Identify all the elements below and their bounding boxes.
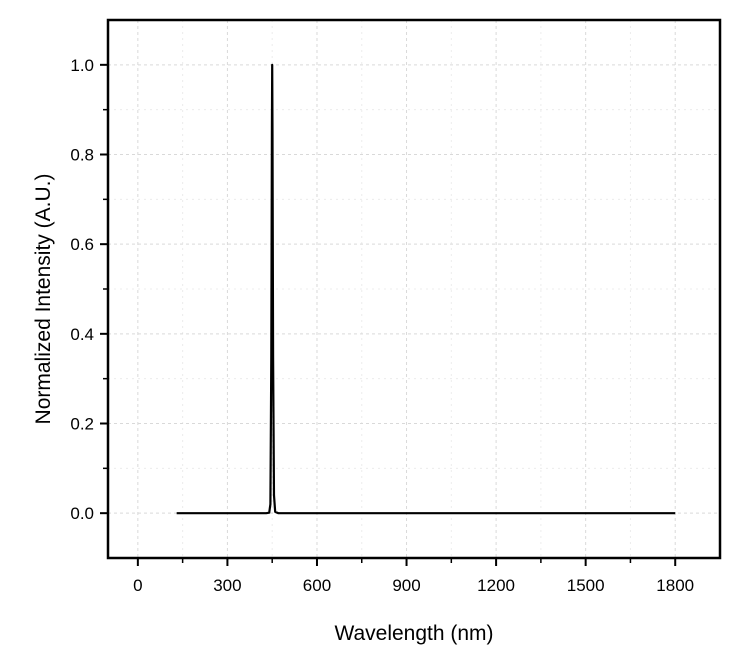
x-tick-label: 1200 bbox=[477, 576, 515, 595]
y-tick-labels: 0.0 0.2 0.4 0.6 0.8 1.0 bbox=[70, 56, 94, 523]
x-tick-label: 1500 bbox=[567, 576, 605, 595]
y-tick-label: 0.0 bbox=[70, 504, 94, 523]
x-tick-label: 300 bbox=[213, 576, 241, 595]
series-layer bbox=[176, 63, 676, 515]
y-tick-label: 0.6 bbox=[70, 235, 94, 254]
x-tick-label: 1800 bbox=[656, 576, 694, 595]
y-tick-label: 0.4 bbox=[70, 325, 94, 344]
y-tick-label: 0.2 bbox=[70, 415, 94, 434]
axis-ticks bbox=[100, 63, 677, 566]
y-axis-title: Normalized Intensity (A.U.) bbox=[32, 174, 55, 425]
x-tick-label: 600 bbox=[303, 576, 331, 595]
spectrum-series-line bbox=[176, 63, 676, 515]
x-tick-label: 0 bbox=[133, 576, 142, 595]
y-tick-label: 0.8 bbox=[70, 146, 94, 165]
x-tick-label: 900 bbox=[392, 576, 420, 595]
x-tick-labels: 0 300 600 900 1200 1500 1800 bbox=[133, 576, 694, 595]
x-axis-title: Wavelength (nm) bbox=[334, 622, 493, 645]
y-tick-label: 1.0 bbox=[70, 56, 94, 75]
grid-lines bbox=[108, 20, 720, 558]
